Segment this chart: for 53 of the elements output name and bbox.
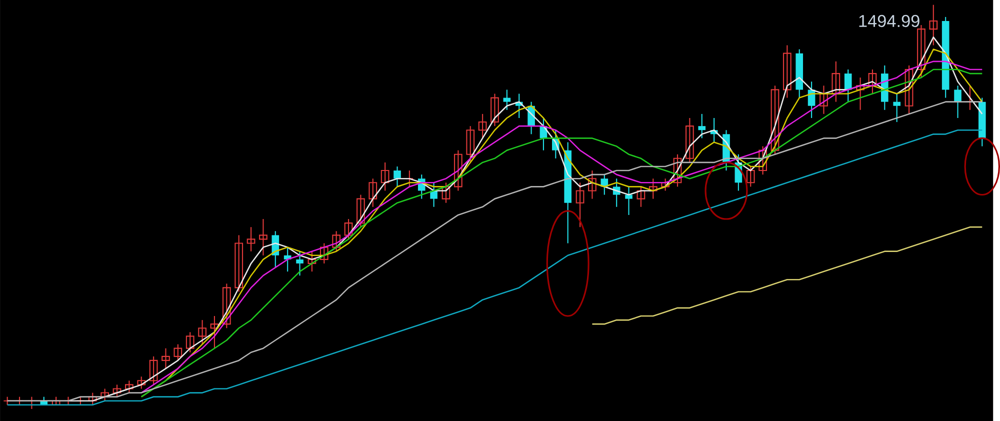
candlestick <box>673 154 682 188</box>
candlestick <box>758 146 767 176</box>
candlestick <box>430 182 438 208</box>
candlestick <box>246 226 256 252</box>
candlestick <box>368 178 378 208</box>
annotation: 1494.99 <box>859 14 920 28</box>
candlestick <box>296 250 304 276</box>
candlestick <box>856 77 864 110</box>
candlestick <box>174 344 182 361</box>
candlestick <box>380 162 390 192</box>
candlestick <box>344 218 353 240</box>
candlestick <box>636 186 646 208</box>
candlestick <box>112 384 122 398</box>
candlestick <box>124 380 134 394</box>
candlestick <box>198 319 206 345</box>
candlestick <box>929 4 938 46</box>
candlestick <box>234 234 244 292</box>
candlestick <box>832 60 840 102</box>
candlestick <box>820 85 828 114</box>
candlestick <box>954 85 962 118</box>
candlestick <box>332 230 341 252</box>
candlestick <box>478 113 487 139</box>
candlestick <box>466 126 475 163</box>
candlestick <box>320 242 328 264</box>
candlestick <box>442 182 450 204</box>
candlestick <box>868 68 877 94</box>
candlestick <box>88 392 97 406</box>
candlestick <box>661 178 670 192</box>
candlestick <box>576 182 584 228</box>
candlestick <box>454 150 462 192</box>
candlestick <box>844 68 852 102</box>
candlestick <box>162 348 170 370</box>
candlestick <box>137 376 146 390</box>
candlestick <box>588 170 596 200</box>
candlestick <box>490 93 499 127</box>
candlestick <box>356 194 365 228</box>
candlestick <box>904 64 914 114</box>
candlestick <box>222 283 231 329</box>
candlestick <box>308 250 316 272</box>
candlestick <box>770 85 780 155</box>
candlestick <box>210 315 219 349</box>
candlestick <box>698 113 706 139</box>
candlestick <box>100 388 109 402</box>
candlestick <box>893 93 900 123</box>
candlestick <box>259 218 268 256</box>
candlestick <box>686 117 694 163</box>
candlestick <box>503 89 511 110</box>
candlestick <box>394 166 401 188</box>
candlestick <box>186 332 194 353</box>
candlestick <box>625 186 632 216</box>
candlestick <box>782 44 792 98</box>
candlestick <box>746 166 755 188</box>
candlestick <box>149 356 158 386</box>
